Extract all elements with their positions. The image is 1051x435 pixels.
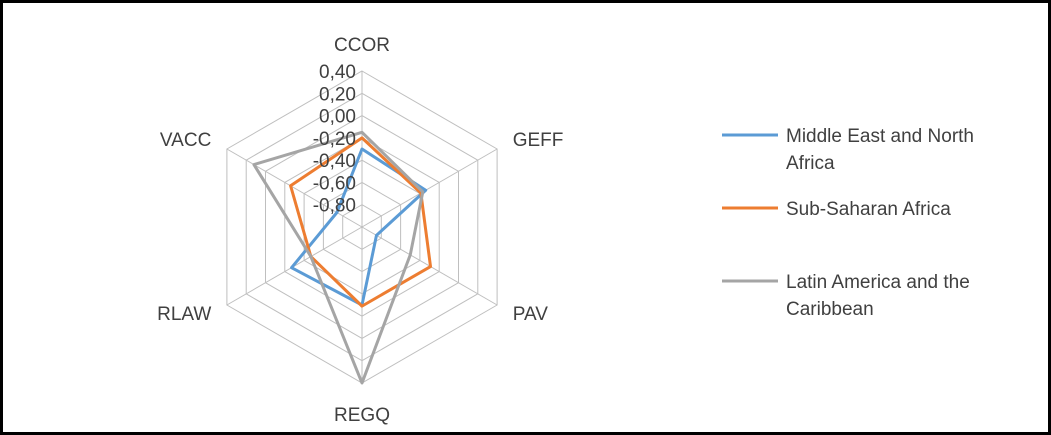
legend-label-3: Latin America and the Caribbean [786,272,970,320]
radar-spokes [226,71,498,383]
spoke-vacc [226,148,363,228]
axis-label-geff: GEFF [513,130,564,151]
spoke-geff [361,148,498,228]
legend: Middle East and North Africa Sub-Saharan A… [722,126,974,320]
tick-label: -0,80 [313,196,356,217]
tick-label: 0,40 [319,62,356,83]
axis-label-pav: PAV [513,304,549,325]
legend-label-2: Sub-Saharan Africa [786,199,951,220]
tick-label: -0,40 [313,151,356,172]
series-layer [252,130,433,385]
tick-label: 0,00 [319,107,356,128]
legend-label-1: Middle East and North Africa [786,126,974,174]
tick-label: -0,60 [313,173,356,194]
axis-label-ccor: CCOR [334,35,390,56]
series-line-3 [252,130,425,385]
axis-label-vacc: VACC [160,130,211,151]
tick-label: 0,20 [319,84,356,105]
tick-labels: 0,400,200,00-0,20-0,40-0,60-0,80 [313,62,356,217]
series-line-2 [289,136,433,308]
axis-label-rlaw: RLAW [157,304,211,325]
tick-label: -0,20 [313,129,356,150]
axis-label-regq: REGQ [334,405,390,426]
axis-labels: CCOR GEFF PAV REGQ RLAW VACC [157,35,563,426]
